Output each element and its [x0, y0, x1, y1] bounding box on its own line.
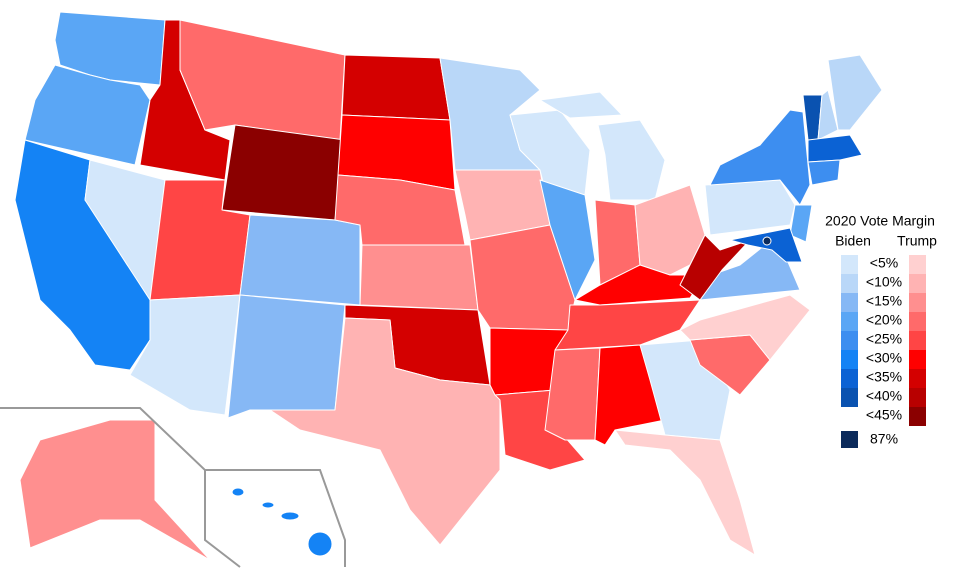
state — [704, 179, 796, 236]
state — [307, 531, 333, 557]
legend-swatch — [909, 407, 926, 426]
dc-marker — [762, 236, 772, 246]
state — [709, 109, 811, 206]
state — [614, 429, 756, 556]
legend-swatch — [841, 255, 858, 274]
legend-title: 2020 Vote Margin — [825, 213, 935, 229]
legend-label: <45% — [866, 407, 902, 423]
legend-label: <35% — [866, 369, 902, 385]
legend-swatch — [841, 274, 858, 293]
state — [807, 159, 841, 186]
state — [179, 19, 346, 141]
legend-swatch — [841, 293, 858, 312]
state — [19, 419, 211, 561]
inset-border — [205, 469, 346, 567]
state — [789, 204, 813, 243]
legend-swatch — [841, 388, 858, 407]
state — [280, 511, 300, 521]
legend-swatch — [841, 369, 858, 388]
legend-label: <10% — [866, 274, 902, 290]
legend-swatch — [909, 274, 926, 293]
state — [221, 124, 346, 221]
legend-swatch — [909, 388, 926, 407]
state — [359, 244, 479, 311]
state — [597, 119, 666, 201]
state — [539, 179, 596, 301]
state — [539, 91, 623, 119]
legend-swatch — [909, 331, 926, 350]
state — [341, 54, 451, 121]
state — [807, 134, 863, 163]
legend-swatch — [841, 350, 858, 369]
state — [261, 501, 275, 509]
legend-label: <5% — [870, 255, 898, 271]
state — [679, 294, 811, 361]
legend-label: <15% — [866, 293, 902, 309]
state — [231, 487, 245, 497]
legend-swatch — [841, 331, 858, 350]
legend-label: <40% — [866, 388, 902, 404]
state — [269, 317, 501, 546]
legend-swatch — [909, 255, 926, 274]
legend-swatch — [909, 350, 926, 369]
legend-label: <30% — [866, 350, 902, 366]
state — [544, 347, 601, 441]
legend-swatch — [909, 293, 926, 312]
states — [14, 11, 883, 561]
legend-swatch — [909, 312, 926, 331]
state — [239, 214, 361, 306]
state — [827, 54, 883, 131]
legend-swatch — [909, 369, 926, 388]
state — [227, 294, 346, 419]
legend-biden: Biden — [835, 233, 871, 249]
legend-swatch — [841, 431, 858, 448]
legend-label: <25% — [866, 331, 902, 347]
legend-swatch — [841, 312, 858, 331]
legend-label: 87% — [870, 431, 898, 447]
legend-label: <20% — [866, 312, 902, 328]
legend-trump: Trump — [897, 233, 937, 249]
